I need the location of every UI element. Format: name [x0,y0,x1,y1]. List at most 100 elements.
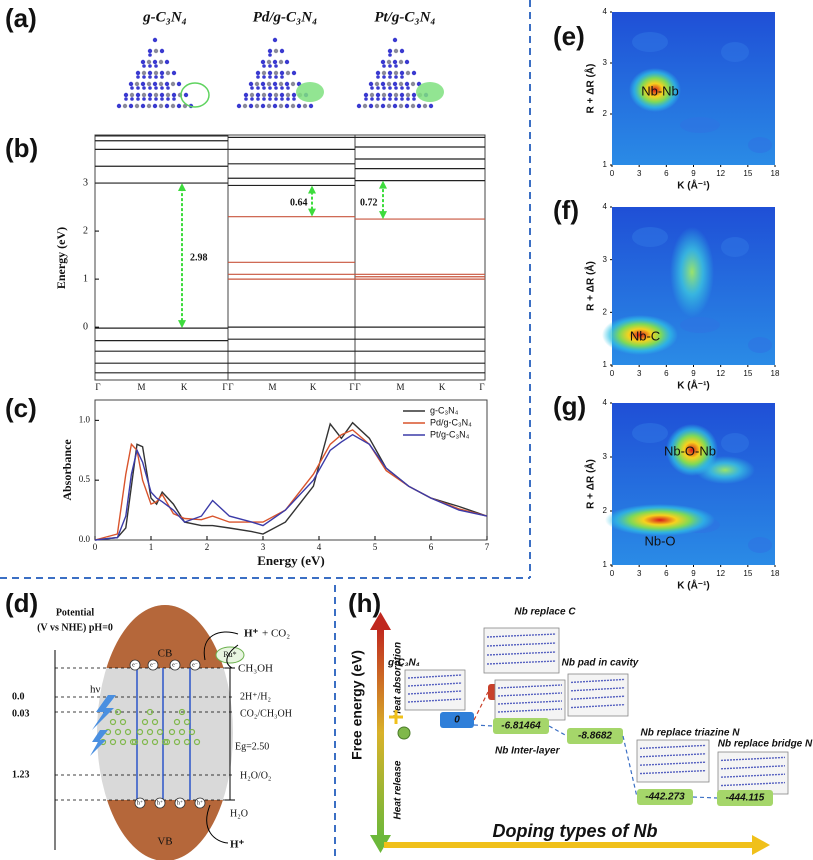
atom [400,97,404,101]
crystal-layer [639,769,707,775]
y-axis-label: R + ΔR (Å) [584,459,597,509]
atom [370,97,374,101]
atom [140,103,146,109]
x-tick-label: 2 [205,542,210,552]
atom [178,728,186,736]
atom [405,92,411,98]
x-tick-label: K [310,382,317,392]
crystal-layer [486,651,557,656]
atom [393,92,399,98]
series-line [94,429,488,541]
electron: e⁻ [150,662,156,668]
atom [193,738,201,746]
atom [268,53,272,57]
atom [394,64,398,68]
atom [399,70,405,76]
crystal-layer [407,690,463,695]
x-tick-label: 0 [610,169,615,178]
atom [236,103,242,109]
atom [410,103,416,109]
crystal [494,679,566,721]
atom [291,92,297,98]
atom [272,103,278,109]
x-tick-label: 9 [691,369,696,378]
cocatalyst [215,646,245,664]
x-tick-label: 18 [771,369,780,378]
connector [473,724,494,727]
atom [122,103,128,109]
atom [158,81,164,87]
atom [176,103,182,109]
crystal-layer [407,674,463,679]
x-tick-label: 12 [716,369,725,378]
atom [153,92,159,98]
band-label: VB [157,836,172,848]
crystal-layer [570,687,626,692]
atom [148,97,152,101]
y-tick-label: 1 [603,160,608,169]
atom [386,103,392,109]
atom [152,59,158,65]
arrow-head [370,835,391,853]
charge [180,82,210,108]
arrow-head [370,612,391,630]
plot-frame [94,399,488,541]
atom [375,92,381,98]
x-tick-label: 9 [691,569,696,578]
atom [166,86,170,90]
light-bolt [90,730,108,756]
arrow-head [379,211,387,220]
atom [386,81,392,87]
atom [158,59,164,65]
x-tick-label: M [138,382,146,392]
atom [183,92,189,98]
x-axis-label: Doping types of Nb [493,821,658,841]
atom [404,81,410,87]
atom [381,92,387,98]
atom [176,81,182,87]
atom [394,75,398,79]
contour-blob [748,537,772,553]
x-tick-label: 12 [716,569,725,578]
contour-blob [632,32,668,52]
connector [692,796,718,799]
atom [114,728,122,736]
carrier [189,659,201,671]
atom [400,75,404,79]
atom [411,70,417,76]
atom [422,103,428,109]
atom [142,86,146,90]
atom [272,37,278,43]
atom [130,86,134,90]
atom [248,81,254,87]
legend-label: g-C₃N₄ [430,405,459,415]
x-tick-label: 6 [429,542,434,552]
contour-peak [605,504,715,536]
y-axis-label: Absorbance [60,439,74,501]
atom [380,59,386,65]
atom [273,70,279,76]
atom [165,92,171,98]
arrow-head [379,180,387,189]
atom [356,103,362,109]
atom [183,718,191,726]
atom [376,97,380,101]
panel-label: (h) [348,588,381,618]
panel-label: (d) [5,588,38,618]
atom [398,59,404,65]
atom [370,86,374,90]
energy-box [567,728,623,744]
atom [171,92,177,98]
crystal-layer [720,773,786,778]
x-tick-label: 12 [716,169,725,178]
atom [160,86,164,90]
atom [134,103,140,109]
atom [382,75,386,79]
carrier [147,659,159,671]
atom [262,75,266,79]
atom [274,64,278,68]
crystal [717,751,789,795]
contour-blob [680,317,720,333]
atom [290,103,296,109]
atom [380,103,386,109]
